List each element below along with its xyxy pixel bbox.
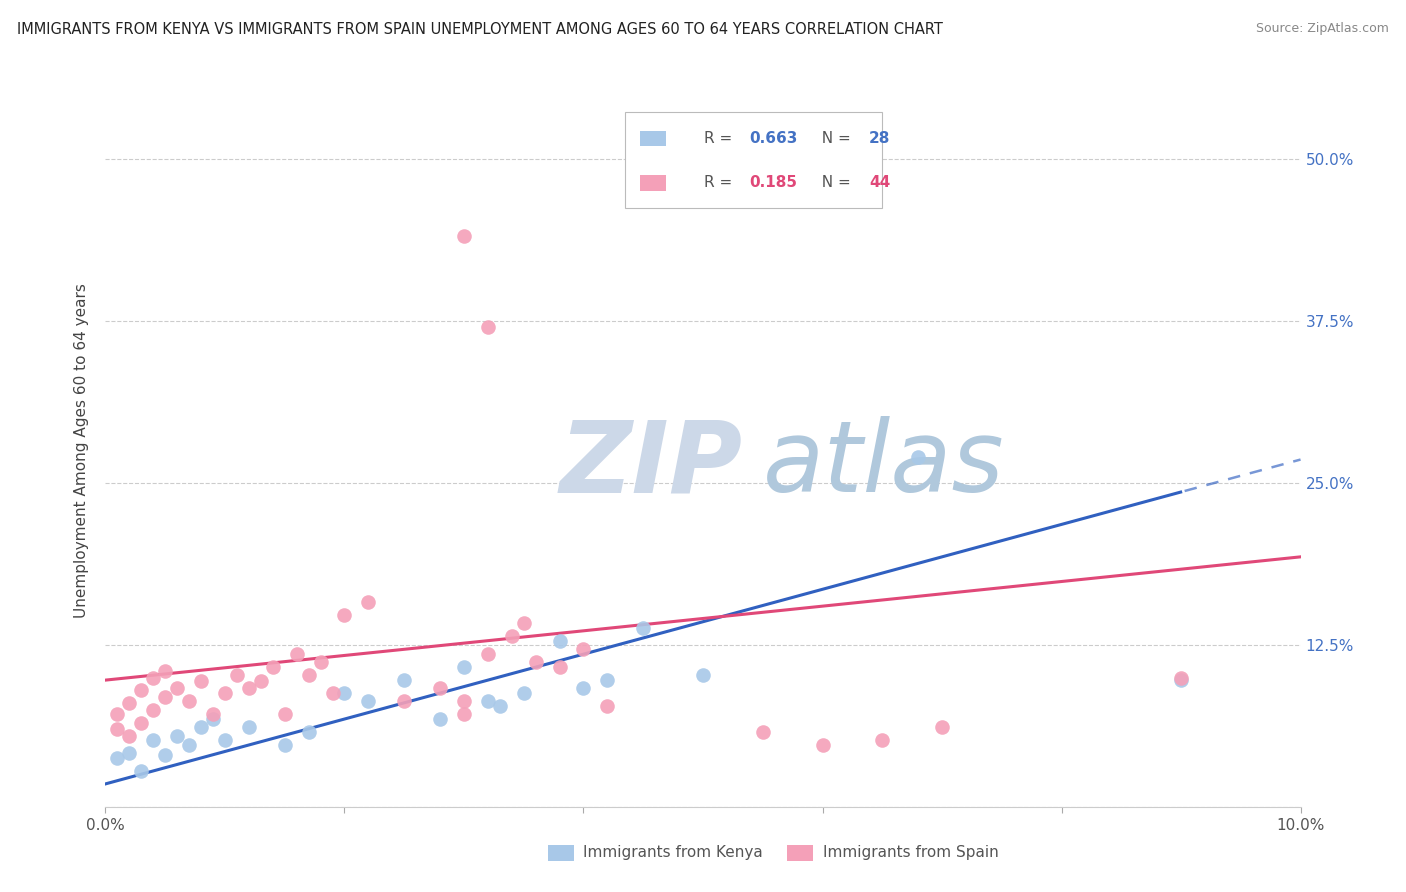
Point — [142, 671, 165, 685]
Point — [107, 751, 129, 765]
Point — [872, 732, 894, 747]
Point — [142, 703, 165, 717]
Point — [453, 694, 475, 708]
Point — [907, 450, 929, 464]
Point — [214, 686, 236, 700]
Text: 28: 28 — [869, 131, 890, 146]
Point — [202, 706, 225, 721]
Text: N =: N = — [811, 176, 855, 190]
Point — [107, 723, 129, 737]
Text: 0.185: 0.185 — [749, 176, 797, 190]
Text: Immigrants from Spain: Immigrants from Spain — [823, 846, 998, 861]
Point — [166, 729, 188, 743]
Point — [155, 664, 177, 678]
Point — [177, 694, 201, 708]
Point — [633, 621, 655, 635]
Point — [238, 720, 260, 734]
Point — [118, 746, 141, 760]
Point — [429, 712, 451, 726]
Point — [118, 729, 141, 743]
Point — [489, 699, 512, 714]
Text: 44: 44 — [869, 176, 890, 190]
Text: Immigrants from Kenya: Immigrants from Kenya — [583, 846, 763, 861]
Point — [513, 615, 536, 630]
Point — [107, 706, 129, 721]
Point — [285, 647, 308, 661]
Point — [477, 694, 499, 708]
Point — [453, 229, 475, 244]
Point — [692, 668, 714, 682]
Bar — [547, 845, 574, 861]
Point — [321, 686, 344, 700]
Point — [524, 655, 547, 669]
Text: N =: N = — [811, 131, 855, 146]
Point — [811, 738, 834, 752]
Point — [129, 764, 153, 778]
Point — [214, 732, 236, 747]
Point — [298, 668, 321, 682]
Point — [333, 608, 356, 623]
Point — [453, 660, 475, 674]
Text: R =: R = — [704, 176, 737, 190]
Point — [357, 694, 380, 708]
Point — [477, 647, 499, 661]
FancyBboxPatch shape — [626, 112, 883, 208]
Point — [596, 673, 619, 687]
Point — [751, 725, 773, 739]
Point — [1170, 671, 1192, 685]
Bar — [640, 131, 666, 146]
Point — [548, 660, 571, 674]
Point — [262, 660, 284, 674]
Point — [501, 629, 523, 643]
Point — [238, 681, 260, 695]
Point — [453, 706, 475, 721]
Point — [572, 681, 595, 695]
Point — [202, 712, 225, 726]
Point — [309, 655, 332, 669]
Point — [225, 668, 249, 682]
Point — [931, 720, 953, 734]
Point — [250, 674, 273, 689]
Point — [1170, 673, 1192, 687]
Point — [333, 686, 356, 700]
Point — [596, 699, 619, 714]
Point — [477, 320, 499, 334]
Point — [118, 697, 141, 711]
Bar — [640, 175, 666, 191]
Point — [298, 725, 321, 739]
Point — [273, 738, 295, 752]
Text: 0.663: 0.663 — [749, 131, 799, 146]
Point — [129, 715, 153, 730]
Point — [190, 674, 212, 689]
Point — [394, 673, 416, 687]
Text: ZIP: ZIP — [560, 417, 742, 513]
Point — [513, 686, 536, 700]
Point — [548, 634, 571, 648]
Point — [177, 738, 201, 752]
Point — [394, 694, 416, 708]
Point — [155, 690, 177, 704]
Point — [142, 732, 165, 747]
Bar — [787, 845, 813, 861]
Point — [357, 595, 380, 609]
Point — [273, 706, 295, 721]
Text: Source: ZipAtlas.com: Source: ZipAtlas.com — [1256, 22, 1389, 36]
Text: IMMIGRANTS FROM KENYA VS IMMIGRANTS FROM SPAIN UNEMPLOYMENT AMONG AGES 60 TO 64 : IMMIGRANTS FROM KENYA VS IMMIGRANTS FROM… — [17, 22, 943, 37]
Y-axis label: Unemployment Among Ages 60 to 64 years: Unemployment Among Ages 60 to 64 years — [75, 283, 90, 618]
Point — [166, 681, 188, 695]
Point — [572, 642, 595, 657]
Text: atlas: atlas — [762, 417, 1004, 513]
Text: R =: R = — [704, 131, 737, 146]
Point — [155, 748, 177, 763]
Point — [190, 720, 212, 734]
Point — [129, 683, 153, 698]
Point — [429, 681, 451, 695]
